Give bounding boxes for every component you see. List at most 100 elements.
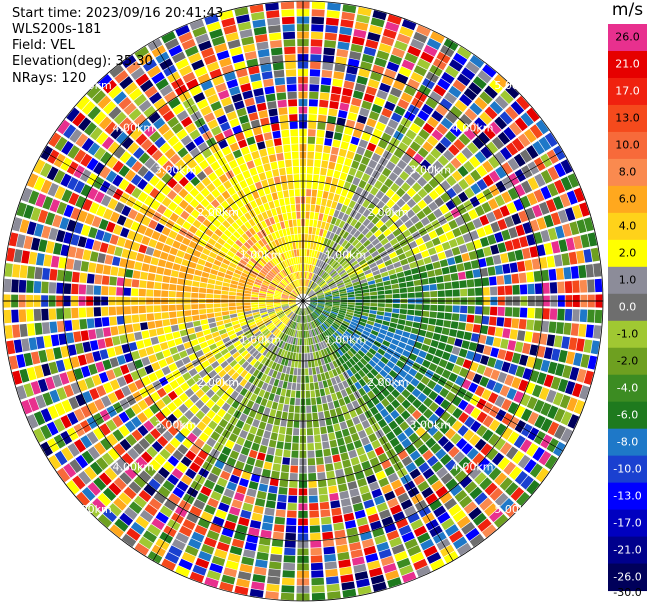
velocity-gate	[409, 468, 421, 480]
velocity-gate	[391, 47, 406, 59]
velocity-gate	[332, 274, 340, 280]
velocity-gate	[354, 470, 365, 480]
velocity-gate	[191, 304, 199, 310]
velocity-gate	[298, 308, 302, 315]
velocity-gate	[317, 260, 322, 268]
velocity-gate	[200, 543, 215, 555]
velocity-gate	[403, 85, 417, 97]
velocity-gate	[491, 136, 505, 150]
velocity-gate	[338, 34, 351, 43]
field-label: Field: VEL	[12, 38, 75, 53]
velocity-gate	[343, 333, 350, 340]
velocity-gate	[315, 276, 321, 284]
velocity-gate	[346, 527, 358, 537]
velocity-gate	[252, 574, 266, 583]
velocity-gate	[197, 449, 209, 460]
velocity-gate	[311, 585, 325, 593]
velocity-gate	[461, 340, 470, 350]
velocity-gate	[316, 306, 324, 310]
velocity-gate	[540, 402, 552, 416]
velocity-gate	[236, 302, 244, 306]
velocity-gate	[296, 330, 299, 338]
velocity-gate	[226, 481, 238, 492]
velocity-gate	[246, 400, 255, 409]
velocity-gate	[359, 485, 370, 495]
velocity-gate	[281, 316, 288, 323]
velocity-gate	[377, 139, 388, 150]
velocity-gate	[371, 377, 380, 386]
velocity-gate	[307, 289, 313, 296]
velocity-gate	[309, 249, 313, 257]
velocity-gate	[516, 491, 530, 507]
velocity-gate	[468, 208, 479, 220]
velocity-gate	[267, 17, 281, 26]
velocity-gate	[307, 151, 315, 159]
velocity-gate	[305, 315, 307, 323]
velocity-gate	[289, 196, 295, 205]
velocity-gate	[439, 98, 453, 110]
velocity-gate	[386, 264, 395, 271]
velocity-gate	[328, 336, 335, 344]
velocity-gate	[587, 355, 598, 370]
velocity-gate	[410, 71, 424, 83]
velocity-gate	[309, 502, 319, 511]
velocity-gate	[314, 235, 319, 243]
velocity-gate	[193, 499, 206, 510]
velocity-gate	[480, 146, 493, 159]
velocity-gate	[411, 182, 422, 193]
velocity-gate	[262, 339, 269, 347]
velocity-gate	[562, 223, 572, 237]
velocity-gate	[482, 287, 490, 296]
velocity-gate	[437, 290, 445, 297]
velocity-gate	[553, 254, 563, 267]
velocity-gate	[369, 135, 380, 145]
velocity-gate	[231, 372, 240, 381]
velocity-gate	[286, 319, 292, 327]
velocity-gate	[453, 451, 466, 464]
colorbar-tick-label: 8.0	[619, 166, 637, 179]
velocity-gate	[306, 256, 309, 264]
velocity-gate	[452, 536, 468, 550]
velocity-gate	[320, 283, 328, 289]
velocity-gate	[388, 251, 398, 259]
velocity-gate	[485, 335, 494, 346]
velocity-gate	[492, 337, 502, 348]
velocity-gate	[388, 420, 398, 430]
velocity-gate	[391, 256, 400, 264]
velocity-gate	[183, 304, 191, 310]
velocity-gate	[488, 170, 501, 183]
velocity-gate	[211, 555, 226, 567]
velocity-gate	[273, 138, 282, 147]
velocity-gate	[368, 433, 378, 443]
velocity-gate	[299, 308, 302, 316]
velocity-gate	[311, 344, 315, 352]
velocity-gate	[310, 302, 318, 305]
velocity-gate	[362, 384, 371, 393]
velocity-gate	[226, 396, 235, 406]
velocity-gate	[301, 315, 303, 323]
velocity-gate	[344, 330, 352, 337]
velocity-gate	[267, 333, 274, 341]
velocity-gate	[514, 249, 524, 261]
velocity-gate	[176, 480, 189, 492]
velocity-gate	[354, 571, 369, 581]
velocity-gate	[590, 340, 600, 355]
velocity-gate	[261, 382, 269, 391]
velocity-gate	[352, 316, 360, 321]
velocity-gate	[323, 546, 336, 555]
velocity-gate	[308, 305, 315, 311]
velocity-gate	[328, 208, 335, 217]
velocity-gate	[259, 537, 271, 546]
velocity-gate	[205, 399, 215, 409]
velocity-gate	[330, 344, 337, 352]
velocity-gate	[303, 264, 306, 272]
velocity-gate	[303, 308, 305, 316]
velocity-gate	[512, 284, 520, 295]
velocity-gate	[256, 362, 264, 371]
velocity-gate	[517, 261, 526, 272]
velocity-gate	[252, 402, 260, 412]
velocity-gate	[445, 200, 456, 211]
velocity-gate	[265, 332, 272, 339]
velocity-gate	[337, 41, 350, 51]
velocity-gate	[375, 258, 384, 266]
